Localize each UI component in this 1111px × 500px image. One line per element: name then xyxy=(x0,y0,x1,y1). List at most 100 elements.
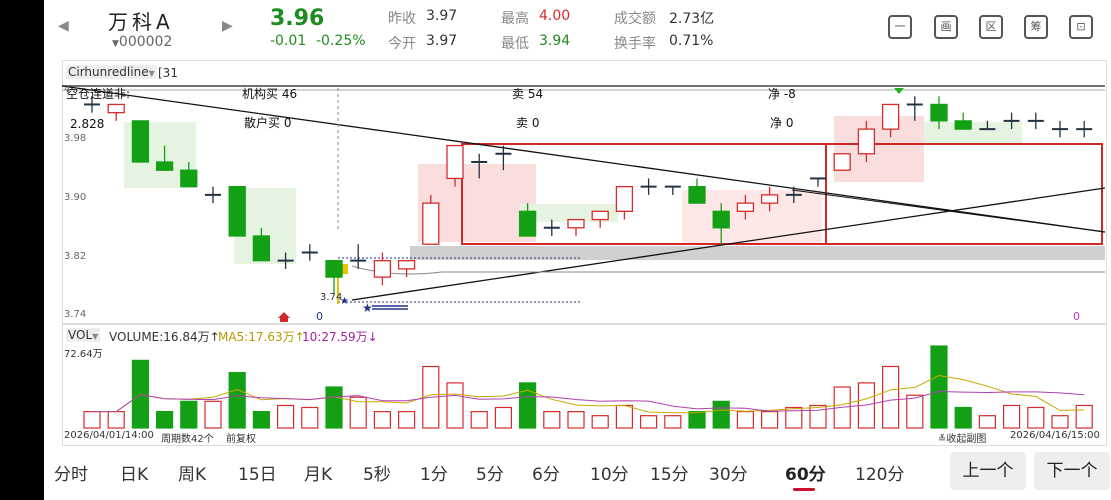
tab-4[interactable]: 月K xyxy=(304,465,333,485)
chip-button[interactable]: 筹 xyxy=(1024,15,1048,39)
candle-body xyxy=(615,186,634,212)
collapse-subchart[interactable]: ≚收起副图 xyxy=(938,430,986,445)
zero-left: 0 xyxy=(316,310,323,323)
tab-11[interactable]: 30分 xyxy=(709,465,748,485)
main-chart-panel xyxy=(62,60,1107,324)
candle-body xyxy=(857,128,876,155)
stock-code-text: 000002 xyxy=(118,34,173,50)
annotation-f: 卖 0 xyxy=(516,116,540,130)
tab-6[interactable]: 1分 xyxy=(420,465,448,485)
candle-body xyxy=(325,260,343,278)
end-time: 2026/04/16/15:00 xyxy=(1010,430,1100,441)
grey-curve xyxy=(351,265,1105,275)
volume-bar xyxy=(1051,415,1069,429)
volume-bar xyxy=(107,410,125,429)
volume-bar xyxy=(543,410,561,429)
volume-bar xyxy=(930,345,948,429)
turnover-value: 2.73亿 xyxy=(669,11,715,27)
volume-bar xyxy=(398,410,416,429)
volume-bar xyxy=(180,400,198,429)
volume-bar xyxy=(446,382,464,429)
split-screen-icon[interactable]: ⊡ xyxy=(1069,15,1093,39)
candle-body xyxy=(252,235,271,262)
stock-name: 万科A xyxy=(108,10,174,34)
volume-bar xyxy=(494,406,512,429)
prev-stock-button[interactable]: 上一个 xyxy=(950,452,1026,490)
collapse-label: 收起副图 xyxy=(946,434,987,445)
forward-icon[interactable]: ▶ xyxy=(222,18,233,34)
tab-0[interactable]: 分时 xyxy=(54,465,88,485)
tab-2[interactable]: 周K xyxy=(178,465,207,485)
tab-3[interactable]: 15日 xyxy=(238,465,277,485)
dropdown-icon: ▼ xyxy=(148,69,155,78)
start-time: 2026/04/01/14:00 xyxy=(64,430,154,441)
volume-bar xyxy=(1027,406,1045,429)
region-button[interactable]: 区 xyxy=(979,15,1003,39)
volume-bar xyxy=(349,396,367,429)
candle-body xyxy=(422,202,440,245)
candle-body xyxy=(760,194,779,204)
indicator-name: Cirhunredline xyxy=(68,65,149,79)
annotation-a: 空仓连道非: xyxy=(66,87,131,101)
volume-bar xyxy=(906,394,924,429)
tab-1[interactable]: 日K xyxy=(120,465,149,485)
stock-code[interactable]: ▼000002 xyxy=(112,34,172,50)
next-stock-button[interactable]: 下一个 xyxy=(1034,452,1110,490)
candle-body xyxy=(954,120,972,130)
candlestick-chart[interactable]: ★★ xyxy=(62,60,1105,322)
ma10-value: 10:27.59万↓ xyxy=(302,330,378,344)
tab-9[interactable]: 10分 xyxy=(590,465,629,485)
prev-close-label: 昨收 xyxy=(388,11,416,27)
tab-7[interactable]: 5分 xyxy=(476,465,504,485)
open-value: 3.97 xyxy=(426,33,458,49)
candle-body xyxy=(180,169,198,188)
volume-bar xyxy=(470,410,488,429)
volume-chart[interactable] xyxy=(62,324,1105,444)
volume-bar xyxy=(785,406,803,429)
volume-bar xyxy=(204,400,222,429)
y-tick-1: 3.98 xyxy=(64,133,87,144)
tab-13[interactable]: 120分 xyxy=(855,465,905,485)
candle-body xyxy=(518,210,537,237)
tab-8[interactable]: 6分 xyxy=(532,465,560,485)
volume-panel xyxy=(62,324,1107,446)
volume-bar xyxy=(712,400,730,429)
red-box xyxy=(461,143,1103,245)
back-icon[interactable]: ◀ xyxy=(58,18,69,34)
current-price: 3.96 xyxy=(270,6,325,31)
y-tick-3: 3.82 xyxy=(64,251,87,262)
turnover-rate-label: 换手率 xyxy=(614,36,656,52)
volume-bar xyxy=(252,410,270,429)
volume-bar xyxy=(325,386,343,429)
candle-body xyxy=(881,103,900,130)
vol-selector[interactable]: VOL▼ xyxy=(66,328,101,342)
tab-12[interactable]: 60分 xyxy=(785,465,826,485)
high-label: 最高 xyxy=(501,11,529,27)
candle-body xyxy=(930,103,948,122)
candle-body xyxy=(833,153,851,171)
tab-5[interactable]: 5秒 xyxy=(363,465,391,485)
candle-body xyxy=(155,161,174,171)
y-tick-0: 4 xyxy=(64,84,71,95)
grey-band xyxy=(410,246,1105,260)
ma5-value: MA5:17.63万↑ xyxy=(218,330,305,344)
minus-button[interactable]: 一 xyxy=(888,15,912,39)
indicator-selector[interactable]: Cirhunredline▼ xyxy=(66,65,157,79)
volume-bar xyxy=(760,410,779,429)
candle-body xyxy=(567,218,585,229)
volume-bar xyxy=(978,415,997,429)
turnover-rate-value: 0.71% xyxy=(669,33,714,49)
candle-body xyxy=(373,260,392,278)
candle-body xyxy=(446,144,464,180)
trend-line xyxy=(351,187,1105,301)
dropdown-icon: ▼ xyxy=(92,332,99,341)
volume-bar xyxy=(301,406,319,429)
trend-line xyxy=(62,85,1105,233)
volume-bar xyxy=(736,410,755,429)
annotation-e: 散户买 0 xyxy=(244,116,292,130)
annotation-c: 卖 54 xyxy=(512,87,544,101)
volume-bar xyxy=(1002,404,1021,429)
tab-10[interactable]: 15分 xyxy=(650,465,689,485)
candle-body xyxy=(228,186,246,237)
draw-button[interactable]: 画 xyxy=(934,15,958,39)
